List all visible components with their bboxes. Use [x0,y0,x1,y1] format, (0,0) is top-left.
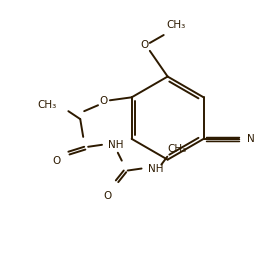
Text: CH₃: CH₃ [166,20,185,30]
Text: O: O [52,156,61,166]
Text: O: O [100,96,108,106]
Text: N: N [247,134,255,144]
Text: O: O [104,191,112,201]
Text: CH₃: CH₃ [37,100,56,110]
Text: O: O [141,40,149,50]
Text: NH: NH [108,140,124,150]
Text: CH₃: CH₃ [168,144,187,154]
Text: NH: NH [148,164,163,173]
